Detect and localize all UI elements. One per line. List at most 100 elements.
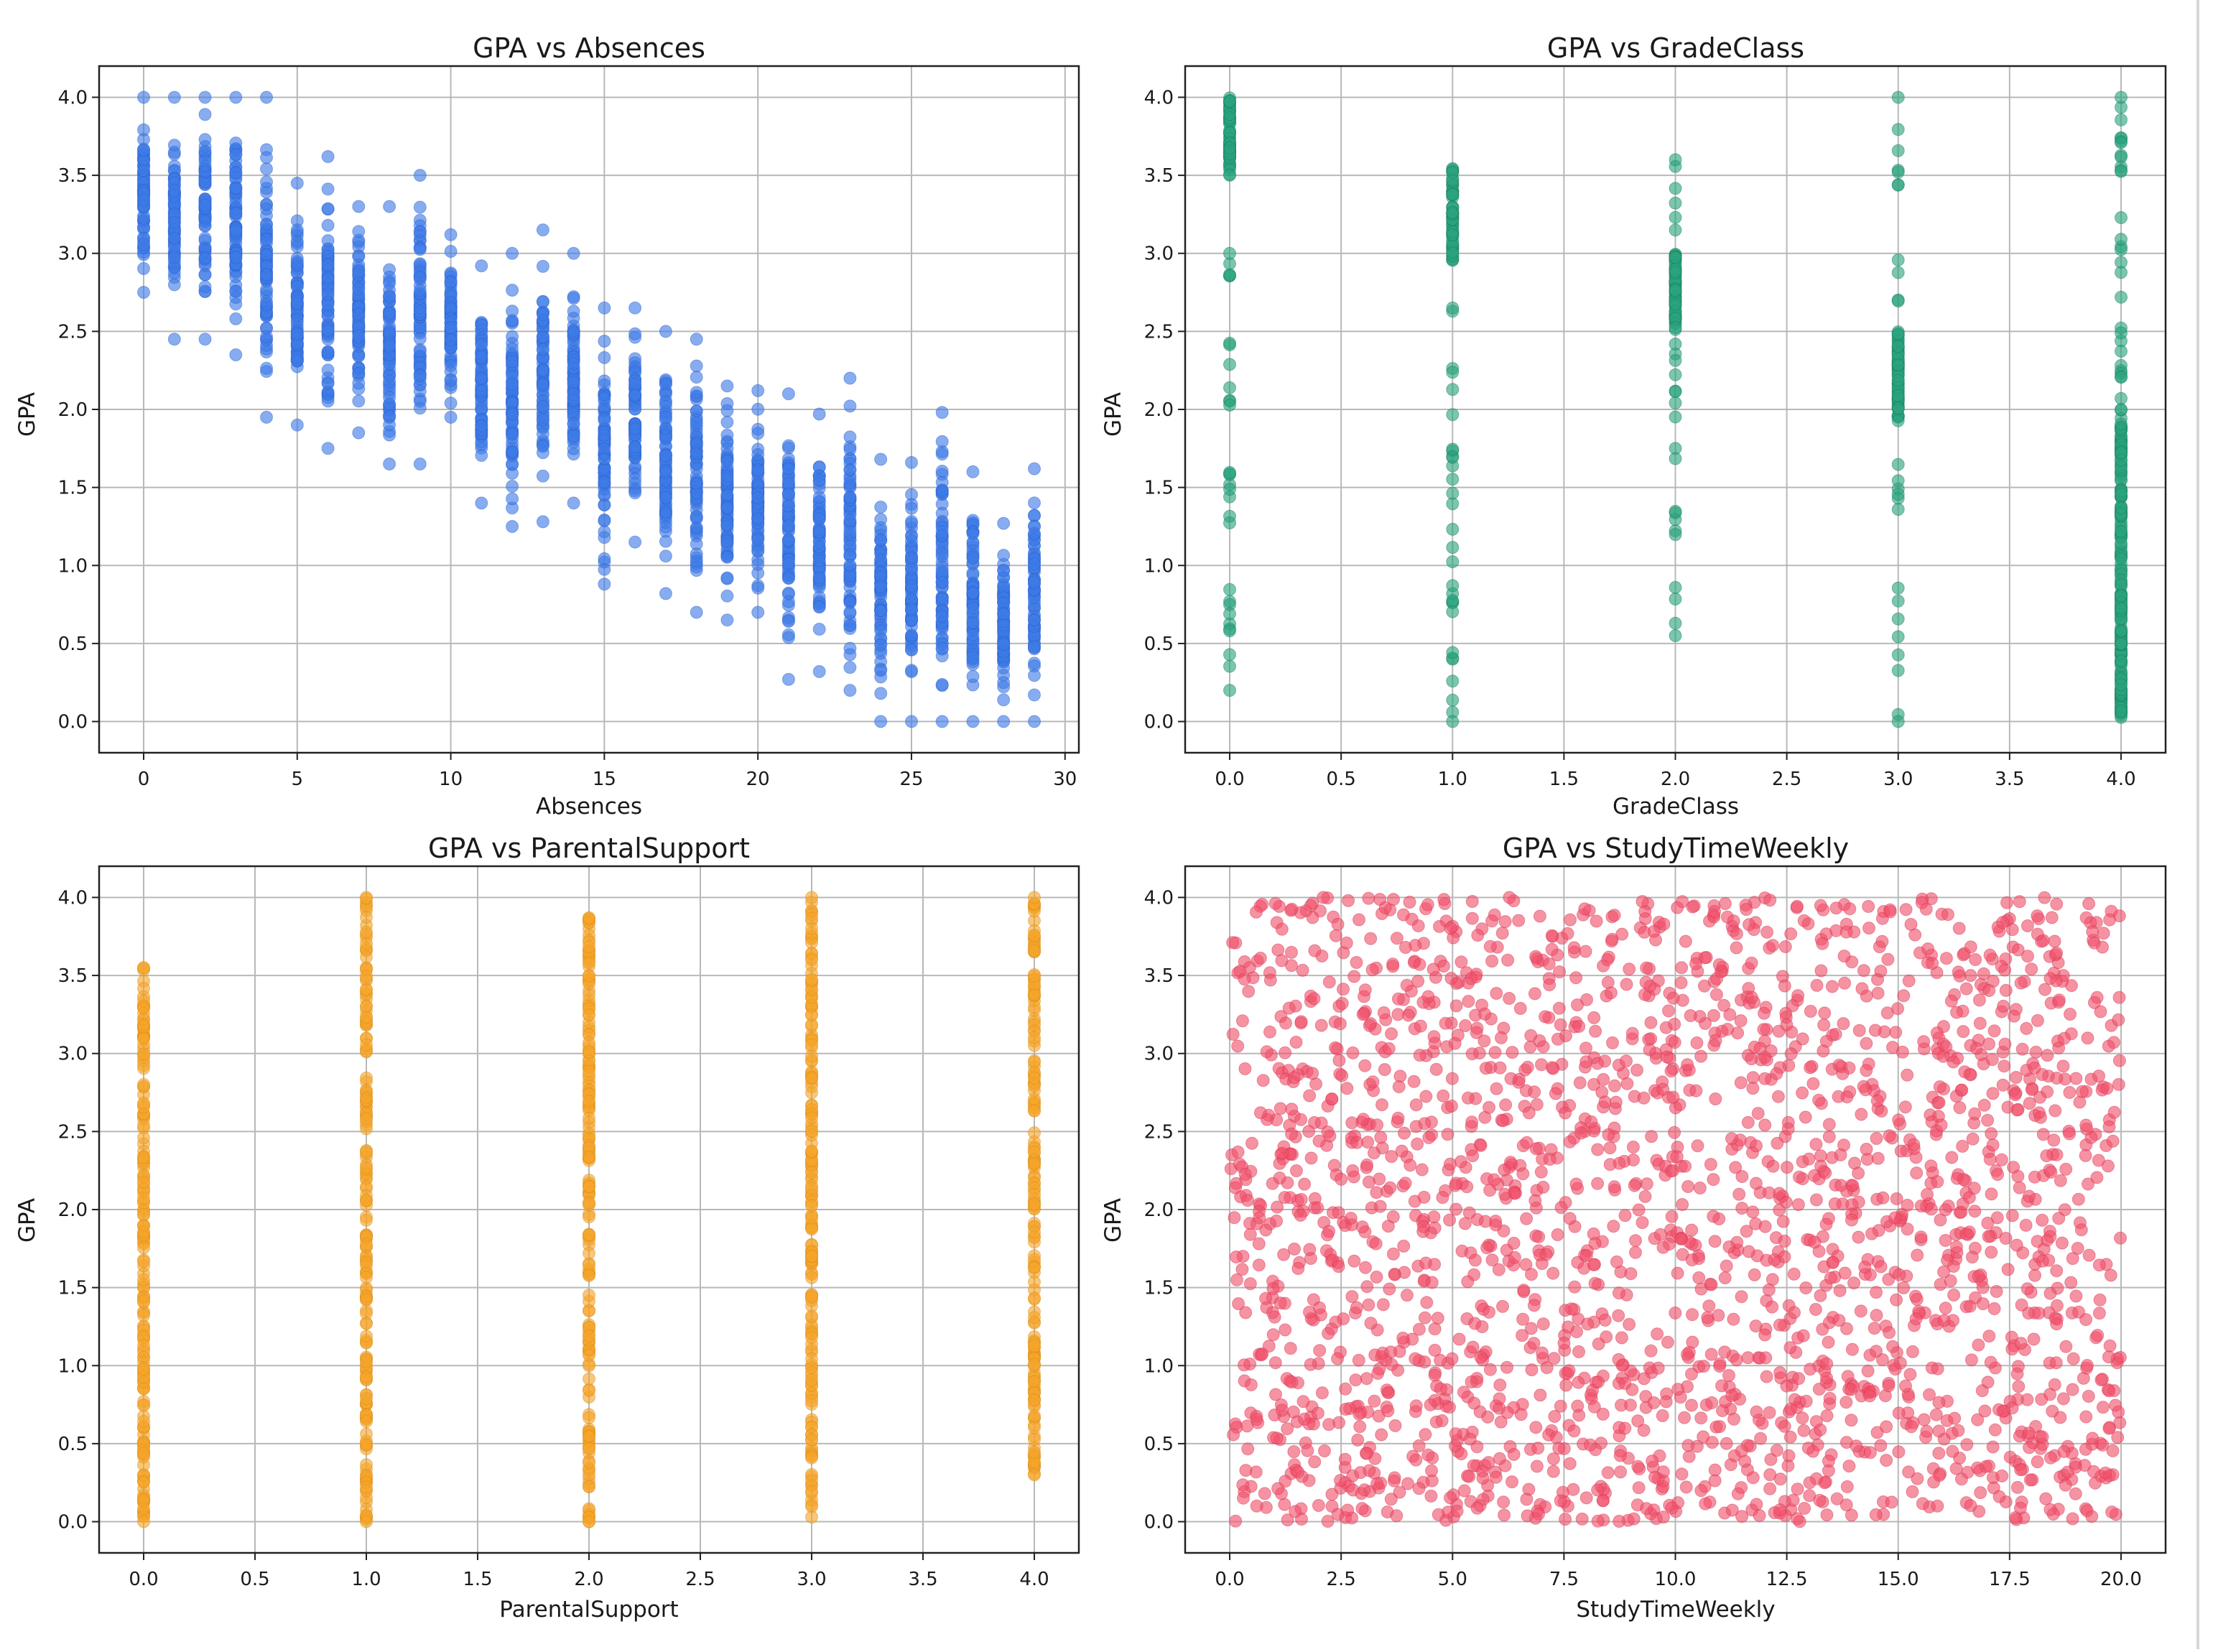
scatter-point	[1513, 914, 1525, 927]
chart-title: GPA vs ParentalSupport	[428, 832, 750, 864]
y-tick-label: 2.5	[58, 1121, 88, 1143]
scatter-point	[1588, 1401, 1600, 1413]
scatter-point	[1224, 269, 1236, 281]
scatter-point	[445, 375, 457, 387]
scatter-point	[2113, 1054, 2125, 1067]
scatter-point	[384, 277, 396, 289]
scatter-point	[199, 108, 211, 121]
scatter-point	[844, 372, 856, 384]
x-tick-label: 7.5	[1549, 1569, 1579, 1590]
panel-gpa-vs-studytimeweekly: GPA vs StudyTimeWeekly StudyTimeWeekly G…	[1100, 832, 2166, 1623]
scatter-point	[1837, 1018, 1850, 1030]
scatter-point	[1892, 402, 1904, 414]
scatter-point	[1704, 1159, 1717, 1171]
scatter-point	[1892, 475, 1904, 487]
scatter-point	[2039, 983, 2051, 996]
scatter-point	[1348, 1255, 1360, 1267]
scatter-point	[322, 395, 334, 407]
scatter-point	[384, 391, 396, 404]
x-tick-label: 2.5	[685, 1569, 715, 1590]
scatter-point	[844, 514, 856, 526]
scatter-point	[1763, 1406, 1776, 1419]
scatter-point	[1388, 1268, 1401, 1281]
scatter-point	[813, 554, 825, 567]
y-axis-label: GPA	[14, 1198, 40, 1243]
scatter-point	[659, 389, 672, 401]
scatter-point	[1455, 1156, 1467, 1168]
scatter-point	[1447, 229, 1459, 241]
scatter-point	[506, 379, 519, 391]
x-tick-label: 3.5	[908, 1569, 937, 1590]
scatter-point	[752, 403, 764, 415]
scatter-point	[598, 578, 611, 590]
scatter-point	[844, 443, 856, 455]
scatter-point	[1432, 1312, 1444, 1324]
scatter-point	[806, 1452, 818, 1464]
scatter-point	[1253, 1259, 1265, 1271]
scatter-point	[1447, 366, 1459, 379]
scatter-point	[1695, 1050, 1707, 1062]
scatter-point	[782, 519, 794, 532]
scatter-point	[567, 358, 580, 370]
scatter-point	[414, 370, 426, 382]
scatter-point	[1977, 1281, 1989, 1294]
scatter-point	[1732, 1488, 1744, 1500]
scatter-point	[998, 619, 1010, 631]
scatter-point	[806, 1199, 818, 1212]
scatter-point	[844, 606, 856, 618]
scatter-point	[967, 602, 979, 614]
scatter-point	[1669, 182, 1681, 195]
scatter-point	[353, 266, 365, 278]
scatter-point	[806, 1485, 818, 1497]
x-tick-label: 0.0	[1215, 1569, 1244, 1590]
scatter-point	[752, 464, 764, 476]
scatter-point	[1957, 1140, 1969, 1152]
scatter-point	[1419, 1118, 1431, 1130]
scatter-point	[1868, 1322, 1880, 1335]
scatter-point	[1388, 1472, 1401, 1484]
scatter-point	[2115, 212, 2128, 224]
scatter-point	[1723, 1370, 1735, 1382]
scatter-point	[583, 1095, 595, 1108]
scatter-point	[1719, 1272, 1731, 1284]
scatter-point	[583, 989, 595, 1001]
scatter-point	[1931, 1176, 1944, 1188]
scatter-point	[1444, 1214, 1456, 1226]
scatter-point	[1029, 558, 1041, 570]
scatter-point	[813, 408, 825, 420]
scatter-point	[1964, 1500, 1977, 1512]
scatter-point	[1669, 581, 1681, 593]
scatter-point	[1608, 1181, 1620, 1193]
scatter-point	[583, 1373, 595, 1385]
scatter-point	[806, 1352, 818, 1365]
scatter-point	[1954, 970, 1966, 982]
scatter-point	[1029, 1226, 1041, 1238]
scatter-point	[567, 326, 580, 338]
scatter-point	[1681, 1059, 1694, 1071]
scatter-point	[322, 299, 334, 311]
scatter-point	[475, 384, 488, 396]
scatter-point	[721, 416, 733, 428]
x-tick-label: 1.5	[1549, 769, 1579, 790]
scatter-point	[322, 347, 334, 359]
scatter-point	[1983, 1038, 1995, 1050]
scatter-point	[1970, 954, 1982, 966]
scatter-point	[1419, 1429, 1432, 1441]
scatter-point	[1590, 915, 1602, 927]
scatter-point	[1661, 1336, 1674, 1348]
scatter-point	[1984, 949, 1996, 961]
scatter-point	[1304, 900, 1317, 912]
scatter-point	[721, 429, 733, 441]
scatter-point	[537, 260, 549, 272]
scatter-point	[1493, 1263, 1505, 1276]
scatter-point	[806, 1395, 818, 1407]
scatter-point	[1528, 988, 1541, 1000]
scatter-point	[1669, 453, 1681, 465]
scatter-point	[322, 259, 334, 272]
scatter-point	[1537, 1181, 1549, 1193]
scatter-point	[322, 203, 334, 215]
scatter-point	[199, 134, 211, 146]
scatter-point	[2115, 266, 2128, 279]
